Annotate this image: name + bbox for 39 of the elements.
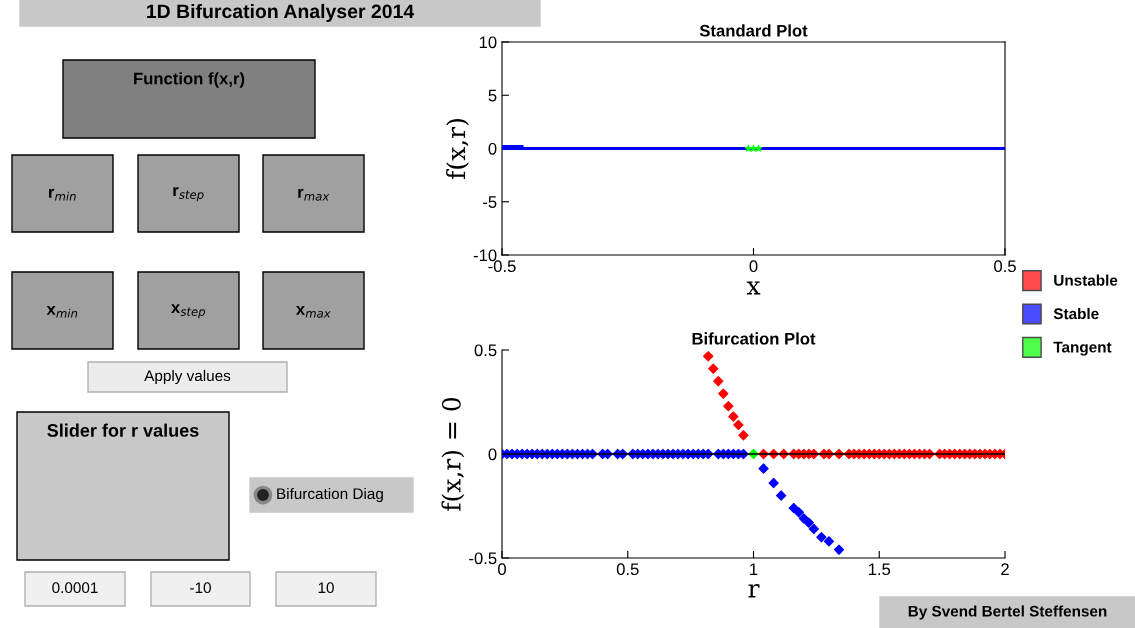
text: r$_{max}$ (298, 188, 330, 201)
y-tick-label: 0 (488, 142, 497, 155)
x-tick-label: 1 (750, 563, 758, 575)
x-tick-label: 1.5 (868, 563, 891, 576)
y-tick-label: -5 (483, 196, 497, 208)
y-tick-label: 10 (479, 36, 497, 49)
text: Apply values (144, 369, 231, 385)
text: x$_{step}$ (171, 304, 206, 319)
x-tick-label: 0.5 (616, 563, 639, 576)
y-tick-label: -0.5 (469, 552, 497, 565)
text: Slider for r values (47, 423, 199, 437)
y-axis-title: f(x,r) = 0 (441, 397, 465, 511)
text: 1D Bifurcation Analyser 2014 (147, 3, 415, 23)
x-tick-label: 2 (1001, 563, 1009, 575)
x-tick-label: 0 (498, 563, 506, 576)
y-tick-label: 0.5 (474, 344, 497, 357)
text: x$_{min}$ (46, 305, 78, 318)
y-tick-label: -10 (473, 249, 497, 262)
chart-title: Bifurcation Plot (692, 332, 816, 345)
x-tick-label: 0 (749, 260, 758, 273)
legend-label: Stable (1053, 307, 1099, 320)
x-axis-title: r (748, 584, 760, 598)
text: -10 (190, 582, 211, 594)
y-tick-label: 5 (488, 89, 497, 102)
text: r$_{min}$ (49, 188, 76, 201)
y-tick-label: 0 (488, 448, 497, 461)
text: 10 (318, 582, 334, 594)
text: r$_{step}$ (173, 187, 204, 202)
chart-title: Standard Plot (699, 24, 808, 37)
x-axis-title: x (746, 281, 761, 295)
y-axis-title: f(x,r) (446, 119, 469, 179)
legend-label: Tangent (1053, 341, 1112, 356)
x-tick-label: 0.5 (994, 260, 1016, 273)
text: Bifurcation Diag (277, 487, 383, 503)
text: Function f(x,r) (134, 72, 245, 88)
legend-label: Unstable (1054, 274, 1118, 286)
text: 0.0001 (52, 582, 98, 594)
text: By Svend Bertel Steffensen (908, 605, 1107, 620)
text: x$_{max}$ (295, 305, 331, 318)
